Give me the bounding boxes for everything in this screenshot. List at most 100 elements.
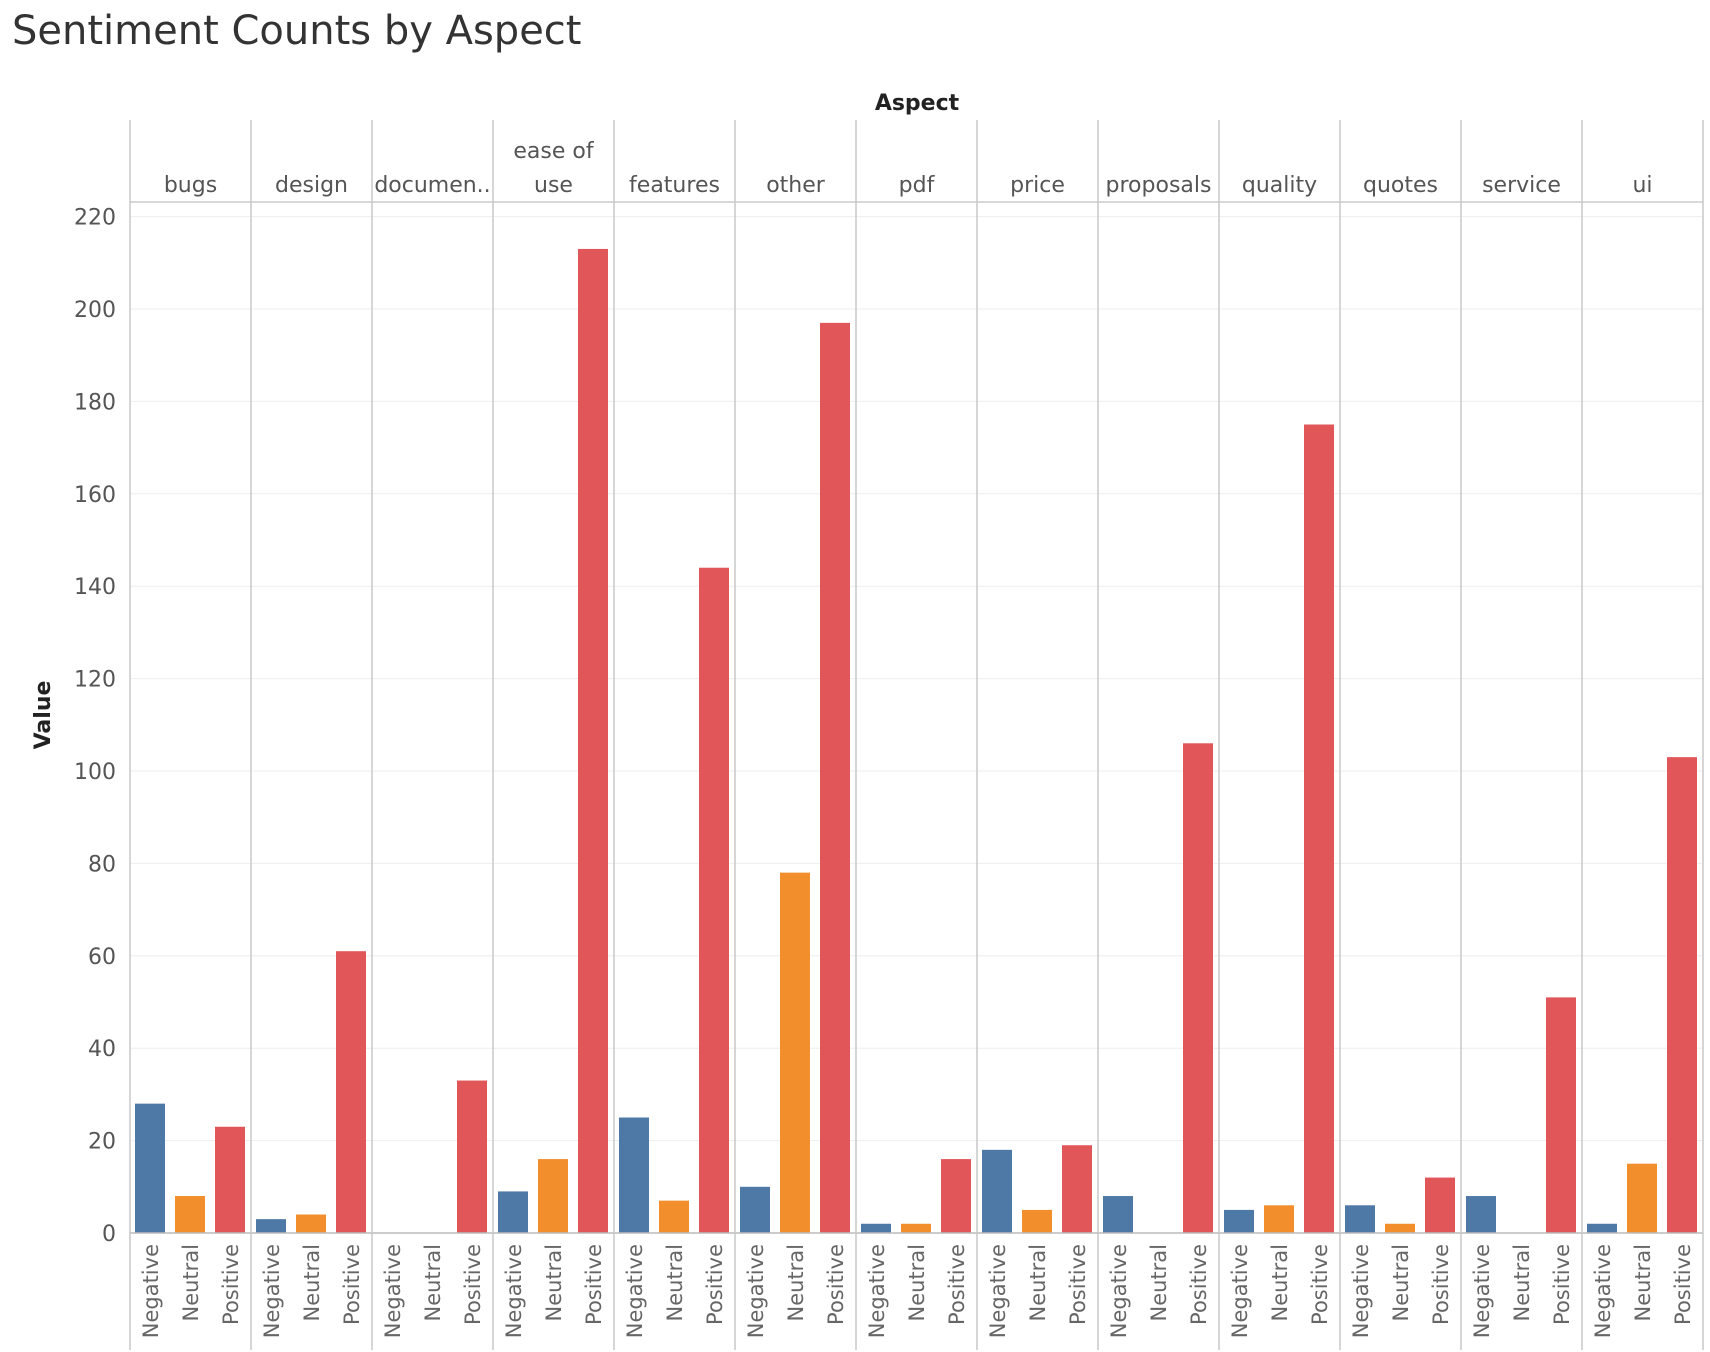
bar-neutral bbox=[1264, 1205, 1294, 1233]
aspect-label: bugs bbox=[164, 173, 217, 198]
bar-negative bbox=[861, 1223, 891, 1233]
sentiment-label: Positive bbox=[1308, 1244, 1332, 1325]
sentiment-label: Neutral bbox=[179, 1244, 203, 1322]
bar-neutral bbox=[659, 1200, 689, 1233]
aspect-label: features bbox=[629, 173, 720, 198]
sentiment-label: Positive bbox=[1550, 1244, 1574, 1325]
bar-neutral bbox=[1022, 1209, 1052, 1233]
aspect-label: ease of bbox=[513, 139, 594, 164]
bar-positive bbox=[699, 567, 729, 1233]
bar-negative bbox=[256, 1219, 286, 1233]
bar-positive bbox=[1546, 997, 1576, 1233]
aspect-label: quality bbox=[1242, 173, 1317, 198]
sentiment-label: Neutral bbox=[663, 1244, 687, 1322]
aspect-label: other bbox=[766, 173, 826, 198]
sentiment-label: Negative bbox=[865, 1244, 889, 1338]
bar-negative bbox=[740, 1186, 770, 1233]
sentiment-label: Positive bbox=[219, 1244, 243, 1325]
sentiment-label: Positive bbox=[1671, 1244, 1695, 1325]
sentiment-label: Neutral bbox=[542, 1244, 566, 1322]
y-tick-label: 180 bbox=[74, 390, 116, 415]
bar-negative bbox=[1224, 1209, 1254, 1233]
sentiment-label: Negative bbox=[1349, 1244, 1373, 1338]
bar-positive bbox=[1183, 743, 1213, 1233]
sentiment-label: Negative bbox=[502, 1244, 526, 1338]
sentiment-label: Neutral bbox=[784, 1244, 808, 1322]
bar-positive bbox=[457, 1080, 487, 1233]
y-tick-label: 160 bbox=[74, 483, 116, 508]
y-tick-label: 140 bbox=[74, 575, 116, 600]
sentiment-label: Negative bbox=[986, 1244, 1010, 1338]
column-header-title: Aspect bbox=[875, 91, 960, 116]
y-tick-label: 220 bbox=[74, 206, 116, 231]
bar-negative bbox=[1103, 1196, 1133, 1233]
y-axis-title: Value bbox=[31, 681, 56, 750]
bar-neutral bbox=[780, 872, 810, 1233]
sentiment-label: Positive bbox=[703, 1244, 727, 1325]
sentiment-label: Negative bbox=[1591, 1244, 1615, 1338]
sentiment-label: Neutral bbox=[1147, 1244, 1171, 1322]
bar-neutral bbox=[296, 1214, 326, 1233]
sentiment-label: Negative bbox=[623, 1244, 647, 1338]
sentiment-label: Positive bbox=[461, 1244, 485, 1325]
bar-positive bbox=[1304, 424, 1334, 1233]
bar-neutral bbox=[1385, 1223, 1415, 1233]
bar-negative bbox=[619, 1117, 649, 1233]
sentiment-label: Neutral bbox=[1026, 1244, 1050, 1322]
sentiment-label: Negative bbox=[260, 1244, 284, 1338]
sentiment-label: Neutral bbox=[421, 1244, 445, 1322]
bar-negative bbox=[498, 1191, 528, 1233]
y-tick-label: 100 bbox=[74, 760, 116, 785]
sentiment-label: Positive bbox=[824, 1244, 848, 1325]
chart-title: Sentiment Counts by Aspect bbox=[12, 8, 582, 54]
sentiment-label: Neutral bbox=[300, 1244, 324, 1322]
y-tick-label: 20 bbox=[88, 1130, 116, 1155]
bar-positive bbox=[215, 1126, 245, 1233]
aspect-label: documen.. bbox=[374, 173, 490, 198]
sentiment-label: Negative bbox=[1470, 1244, 1494, 1338]
sentiment-label: Neutral bbox=[1631, 1244, 1655, 1322]
sentiment-label: Neutral bbox=[1510, 1244, 1534, 1322]
y-tick-label: 120 bbox=[74, 668, 116, 693]
bar-negative bbox=[1466, 1196, 1496, 1233]
sentiment-label: Negative bbox=[1228, 1244, 1252, 1338]
bar-negative bbox=[982, 1149, 1012, 1233]
bar-negative bbox=[135, 1103, 165, 1233]
y-tick-label: 40 bbox=[88, 1037, 116, 1062]
sentiment-label: Neutral bbox=[1268, 1244, 1292, 1322]
sentiment-label: Negative bbox=[139, 1244, 163, 1338]
sentiment-label: Positive bbox=[582, 1244, 606, 1325]
bar-negative bbox=[1587, 1223, 1617, 1233]
sentiment-label: Positive bbox=[945, 1244, 969, 1325]
bar-positive bbox=[1062, 1145, 1092, 1233]
aspect-label: pdf bbox=[899, 173, 936, 198]
sentiment-label: Negative bbox=[744, 1244, 768, 1338]
bar-positive bbox=[578, 248, 608, 1233]
sentiment-label: Positive bbox=[1187, 1244, 1211, 1325]
bar-negative bbox=[1345, 1205, 1375, 1233]
sentiment-label: Negative bbox=[1107, 1244, 1131, 1338]
y-tick-label: 200 bbox=[74, 298, 116, 323]
sentiment-label: Negative bbox=[381, 1244, 405, 1338]
aspect-label: design bbox=[275, 173, 348, 198]
bar-positive bbox=[336, 951, 366, 1233]
aspect-label: ui bbox=[1632, 173, 1652, 198]
bar-neutral bbox=[175, 1196, 205, 1233]
sentiment-label: Neutral bbox=[905, 1244, 929, 1322]
aspect-label: quotes bbox=[1363, 173, 1438, 198]
sentiment-label: Positive bbox=[340, 1244, 364, 1325]
bar-neutral bbox=[1627, 1163, 1657, 1233]
bar-positive bbox=[941, 1159, 971, 1233]
aspect-label: use bbox=[534, 173, 573, 198]
bar-neutral bbox=[538, 1159, 568, 1233]
aspect-label: proposals bbox=[1106, 173, 1212, 198]
bar-positive bbox=[1425, 1177, 1455, 1233]
sentiment-label: Positive bbox=[1429, 1244, 1453, 1325]
aspect-label: service bbox=[1482, 173, 1561, 198]
aspect-label: price bbox=[1010, 173, 1065, 198]
sentiment-label: Positive bbox=[1066, 1244, 1090, 1325]
y-tick-label: 0 bbox=[102, 1222, 116, 1247]
sentiment-label: Neutral bbox=[1389, 1244, 1413, 1322]
bar-positive bbox=[820, 322, 850, 1233]
bar-positive bbox=[1667, 757, 1697, 1233]
